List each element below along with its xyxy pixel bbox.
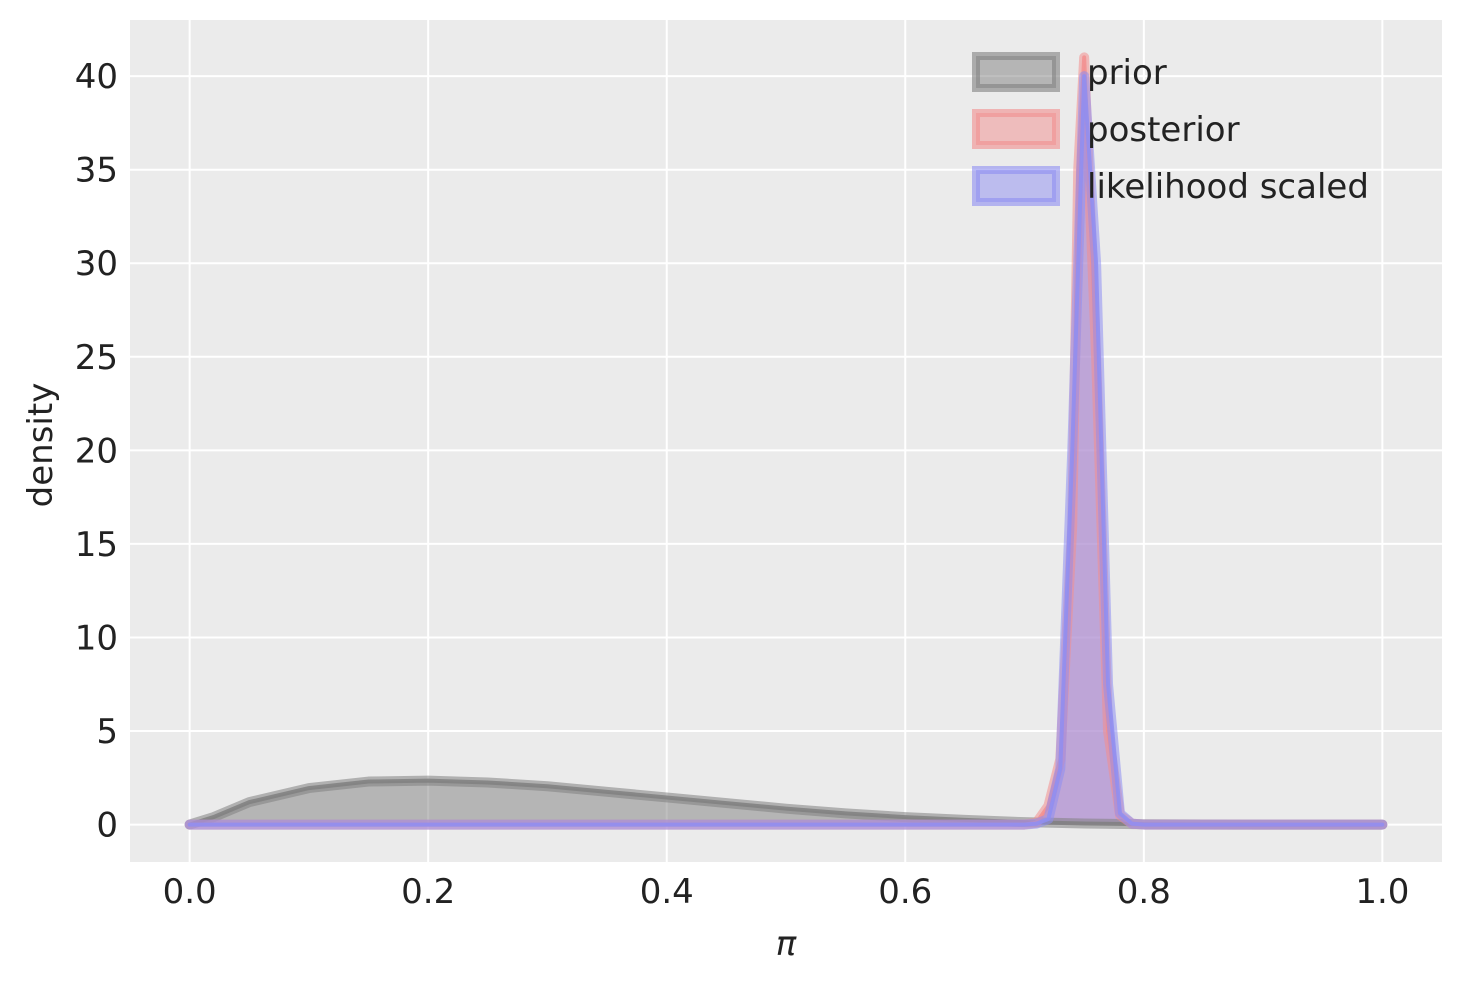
y-tick-label: 5 [96, 712, 118, 752]
y-axis-ticks: 0 5 10 15 20 25 30 35 40 [75, 57, 118, 845]
y-axis-label: density [21, 383, 61, 508]
y-tick-label: 40 [75, 57, 118, 97]
series-areas [189, 57, 1383, 825]
x-tick-label: 0.8 [1117, 872, 1171, 912]
legend-label: posterior [1087, 110, 1240, 150]
legend-swatch [972, 52, 1060, 92]
x-tick-label: 0.0 [163, 872, 217, 912]
legend-label: prior [1087, 53, 1167, 93]
x-tick-label: 0.6 [878, 872, 932, 912]
legend-swatch [972, 166, 1060, 206]
x-tick-label: 0.2 [401, 872, 455, 912]
series-line-core-2 [187, 74, 1385, 827]
y-tick-label: 0 [96, 806, 118, 846]
y-tick-label: 25 [75, 338, 118, 378]
series-area-2 [189, 76, 1383, 825]
y-tick-label: 10 [75, 618, 118, 658]
y-tick-label: 30 [75, 244, 118, 284]
x-tick-label: 0.4 [640, 872, 694, 912]
y-tick-label: 15 [75, 525, 118, 565]
series-area-0 [189, 780, 1383, 825]
x-axis-ticks: 0.0 0.2 0.4 0.6 0.8 1.0 [163, 872, 1410, 912]
grid [130, 20, 1442, 862]
legend-swatch [972, 109, 1060, 149]
legend: prior posterior likelihood scaled [972, 52, 1369, 207]
x-axis-label: π [776, 924, 797, 964]
y-tick-label: 35 [75, 151, 118, 191]
y-tick-label: 20 [75, 431, 118, 471]
plot-background [130, 20, 1442, 862]
series-lines [184, 52, 1388, 830]
legend-label: likelihood scaled [1087, 167, 1369, 207]
x-tick-label: 1.0 [1355, 872, 1409, 912]
